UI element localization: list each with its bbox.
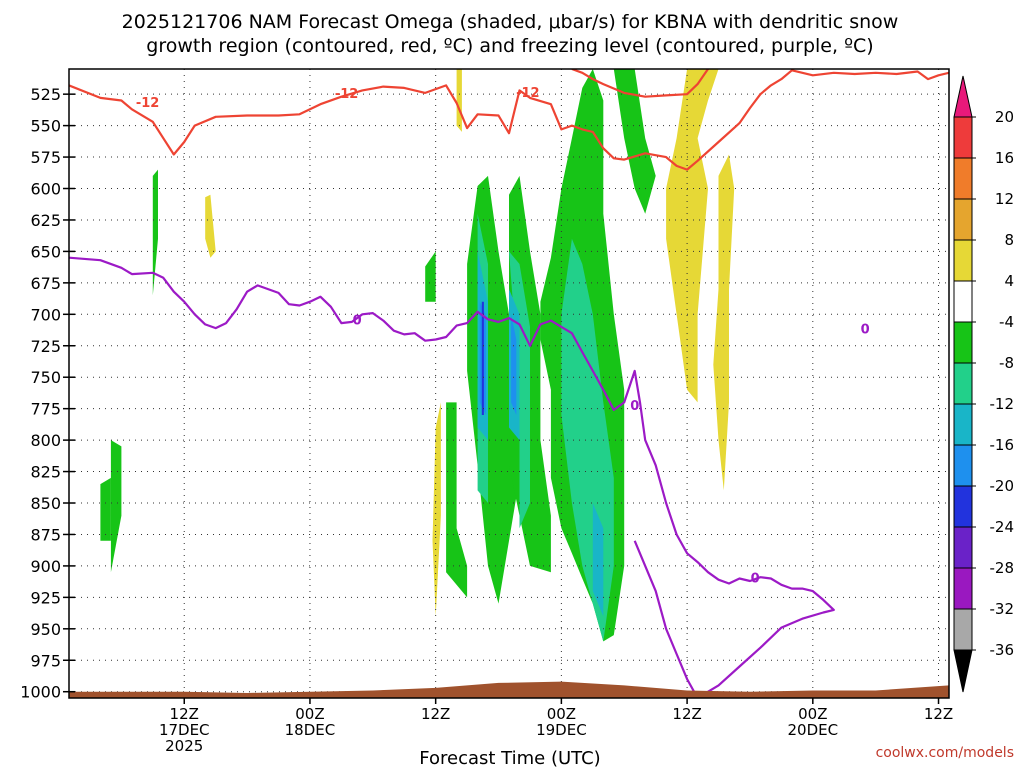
colorbar-top-arrow [953, 75, 973, 118]
y-tick-label: 525 [30, 85, 61, 104]
y-tick-label: 675 [30, 274, 61, 293]
y-tick-label: 700 [30, 305, 61, 324]
colorbar-label: -4 [999, 313, 1014, 331]
colorbar-bottom-arrow [953, 649, 973, 693]
omega-region-0-3 [613, 69, 656, 214]
y-tick-label: 725 [30, 337, 61, 356]
ground-fill [69, 681, 949, 698]
omega-region-3-1 [511, 314, 517, 415]
colorbar-band [953, 567, 973, 610]
colorbar-label: 12 [995, 190, 1014, 208]
contour-label: 0 [353, 314, 362, 329]
y-tick-label: 950 [30, 620, 61, 639]
colorbar-label: 4 [1004, 272, 1014, 290]
y-tick-label: 825 [30, 463, 61, 482]
colorbar: 20 16 12 8 4 -4 -8 -12 -16 -20 -24 -28 -32 -36 [953, 75, 1015, 693]
colorbar-label: -24 [990, 518, 1015, 536]
colorbar-label: -36 [990, 641, 1015, 659]
omega-region-4-0 [481, 301, 484, 415]
omega-shading [100, 69, 735, 642]
contour-label: 0 [751, 571, 760, 586]
omega-region-0-8 [110, 440, 122, 573]
y-tick-label: 650 [30, 242, 61, 261]
contour-label: 0 [861, 322, 870, 337]
x-tick-label: 00Z [547, 705, 576, 723]
colorbar-label: 8 [1004, 231, 1014, 249]
x-tick-label: 12Z [170, 705, 199, 723]
y-tick-label: 975 [30, 651, 61, 670]
contour-line-2 [69, 256, 835, 698]
colorbar-label: -12 [990, 395, 1015, 413]
y-tick-label: 575 [30, 148, 61, 167]
x-tick-label: 19DEC [536, 721, 587, 739]
y-tick-label: 600 [30, 180, 61, 199]
ground-layer [69, 681, 949, 698]
omega-region-5-3 [432, 402, 441, 617]
footer-credit[interactable]: coolwx.com/models [876, 745, 1014, 761]
colorbar-label: -20 [990, 477, 1015, 495]
x-tick-label: 00Z [295, 705, 324, 723]
contour-label: -12 [335, 87, 359, 102]
y-tick-label: 875 [30, 525, 61, 544]
y-tick-label: 850 [30, 494, 61, 513]
colorbar-label: 20 [995, 108, 1014, 126]
x-tick-label: 00Z [798, 705, 827, 723]
x-tick-label: 12Z [421, 705, 450, 723]
colorbar-band [953, 485, 973, 528]
omega-region-5-0 [666, 69, 719, 403]
x-tick-label: 2025 [165, 737, 203, 755]
omega-region-0-6 [152, 169, 158, 296]
y-tick-label: 800 [30, 431, 61, 450]
colorbar-band [953, 444, 973, 487]
y-tick-label: 550 [30, 117, 61, 136]
colorbar-label: -32 [990, 600, 1015, 618]
chart-title-line-1: 2025121706 NAM Forecast Omega (shaded, μ… [122, 11, 899, 33]
colorbar-label: -28 [990, 559, 1015, 577]
contour-label: -12 [136, 96, 160, 111]
colorbar-band [953, 198, 973, 241]
colorbar-band [953, 403, 973, 446]
colorbar-band [953, 321, 973, 364]
y-tick-label: 750 [30, 368, 61, 387]
omega-region-0-4 [425, 251, 436, 302]
colorbar-band [953, 608, 973, 651]
y-tick-label: 775 [30, 400, 61, 419]
y-axis: 525 550 575 600 625 650 675 700 725 750 775 800 825 8… [20, 85, 75, 702]
x-tick-label: 18DEC [285, 721, 336, 739]
contour-lines: -12 -12 -12 0 0 0 0 [69, 69, 949, 698]
omega-region-2-2 [592, 503, 604, 617]
colorbar-label: -8 [999, 354, 1014, 372]
contour-label: -12 [516, 86, 540, 101]
x-tick-label: 12Z [672, 705, 701, 723]
colorbar-band [953, 116, 973, 159]
contour-line-0 [69, 69, 949, 171]
y-tick-label: 900 [30, 557, 61, 576]
x-tick-label: 20DEC [788, 721, 839, 739]
y-tick-label: 1000 [20, 683, 61, 702]
omega-region-5-1 [713, 154, 735, 491]
x-tick-label: 12Z [924, 705, 953, 723]
contour-line-3 [633, 540, 699, 698]
x-tick-label: 17DEC [159, 721, 210, 739]
omega-region-5-4 [205, 194, 216, 258]
contour-line-1 [571, 69, 709, 98]
colorbar-band [953, 239, 973, 282]
colorbar-label: 16 [995, 149, 1014, 167]
omega-region-0-7 [100, 477, 111, 541]
y-tick-label: 925 [30, 588, 61, 607]
colorbar-band [953, 362, 973, 405]
colorbar-band [953, 280, 973, 323]
omega-region-5-2 [456, 69, 462, 132]
omega-region-0-5 [446, 402, 468, 598]
plot-border [68, 68, 950, 699]
colorbar-band [953, 157, 973, 200]
contour-label: 0 [630, 399, 639, 414]
colorbar-label: -16 [990, 436, 1015, 454]
x-axis-title: Forecast Time (UTC) [419, 748, 600, 768]
chart-title-line-2: growth region (contoured, red, ºC) and f… [146, 35, 873, 57]
colorbar-band [953, 526, 973, 569]
y-tick-label: 625 [30, 211, 61, 230]
